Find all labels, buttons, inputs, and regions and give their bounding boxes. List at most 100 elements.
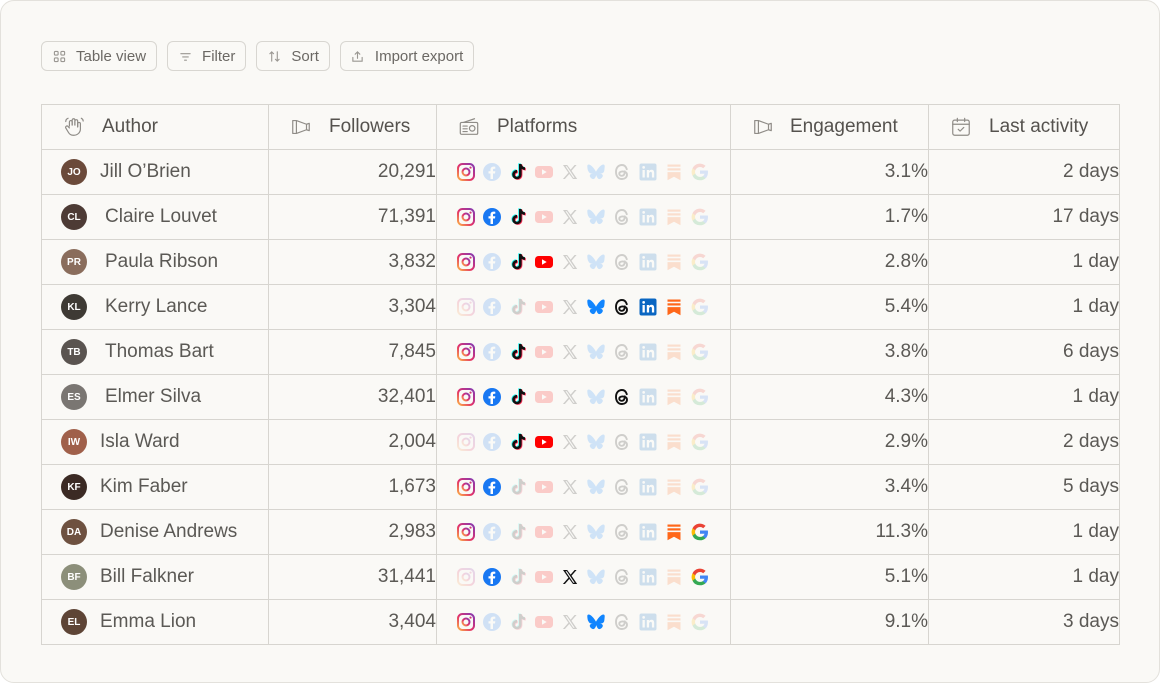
avatar: CL: [61, 204, 87, 230]
instagram-icon[interactable]: [455, 341, 477, 363]
facebook-icon[interactable]: [481, 476, 503, 498]
table-row[interactable]: ES Elmer Silva 32,401 4.3% 1 day: [41, 374, 1120, 420]
author-cell: CL Claire Louvet: [41, 194, 269, 240]
google-icon[interactable]: [689, 566, 711, 588]
author-cell: ES Elmer Silva: [41, 374, 269, 420]
x-icon: [559, 386, 581, 408]
author-name: Isla Ward: [100, 431, 180, 452]
column-header-engagement[interactable]: Engagement: [730, 104, 929, 150]
threads-icon[interactable]: [611, 296, 633, 318]
linkedin-icon: [637, 566, 659, 588]
tiktok-icon[interactable]: [507, 341, 529, 363]
table-row[interactable]: IW Isla Ward 2,004 2.9% 2 days: [41, 419, 1120, 465]
instagram-icon[interactable]: [455, 251, 477, 273]
google-icon[interactable]: [689, 521, 711, 543]
column-header-platforms[interactable]: Platforms: [436, 104, 731, 150]
platforms-cell: [436, 329, 731, 375]
substack-icon[interactable]: [663, 296, 685, 318]
tiktok-icon[interactable]: [507, 206, 529, 228]
toolbar: Table view Filter Sort Import export: [41, 41, 475, 71]
bluesky-icon: [585, 521, 607, 543]
instagram-icon[interactable]: [455, 386, 477, 408]
facebook-icon[interactable]: [481, 566, 503, 588]
platforms-cell: [436, 464, 731, 510]
tiktok-icon[interactable]: [507, 251, 529, 273]
youtube-icon[interactable]: [533, 251, 555, 273]
table-row[interactable]: CL Claire Louvet 71,391 1.7% 17 days: [41, 194, 1120, 240]
column-header-last-activity[interactable]: Last activity: [928, 104, 1120, 150]
table-row[interactable]: BF Bill Falkner 31,441 5.1% 1 day: [41, 554, 1120, 600]
instagram-icon[interactable]: [455, 206, 477, 228]
linkedin-icon: [637, 611, 659, 633]
table-row[interactable]: DA Denise Andrews 2,983 11.3% 1 day: [41, 509, 1120, 555]
table-view-button[interactable]: Table view: [41, 41, 158, 71]
x-icon: [559, 161, 581, 183]
facebook-icon: [481, 161, 503, 183]
table-row[interactable]: PR Paula Ribson 3,832 2.8% 1 day: [41, 239, 1120, 285]
last-activity-cell: 3 days: [928, 599, 1120, 645]
substack-icon: [663, 476, 685, 498]
linkedin-icon: [637, 161, 659, 183]
facebook-icon: [481, 431, 503, 453]
google-icon: [689, 386, 711, 408]
instagram-icon[interactable]: [455, 611, 477, 633]
grid-icon: [52, 49, 66, 63]
table-row[interactable]: KF Kim Faber 1,673 3.4% 5 days: [41, 464, 1120, 510]
instagram-icon[interactable]: [455, 476, 477, 498]
bluesky-icon[interactable]: [585, 296, 607, 318]
followers-cell: 31,441: [268, 554, 437, 600]
table-row[interactable]: EL Emma Lion 3,404 9.1% 3 days: [41, 599, 1120, 645]
tiktok-icon: [507, 521, 529, 543]
sort-button[interactable]: Sort: [256, 41, 330, 71]
filter-button[interactable]: Filter: [167, 41, 247, 71]
author-cell: EL Emma Lion: [41, 599, 269, 645]
linkedin-icon: [637, 521, 659, 543]
facebook-icon[interactable]: [481, 206, 503, 228]
followers-cell: 1,673: [268, 464, 437, 510]
import-export-button[interactable]: Import export: [339, 41, 475, 71]
radio-icon: [458, 116, 480, 138]
column-header-followers[interactable]: Followers: [268, 104, 437, 150]
table-view-label: Table view: [76, 47, 147, 65]
instagram-icon[interactable]: [455, 521, 477, 543]
column-header-author[interactable]: Author: [41, 104, 269, 150]
google-icon: [689, 206, 711, 228]
followers-cell: 32,401: [268, 374, 437, 420]
x-icon: [559, 611, 581, 633]
bluesky-icon: [585, 341, 607, 363]
facebook-icon[interactable]: [481, 386, 503, 408]
threads-icon: [611, 161, 633, 183]
google-icon: [689, 251, 711, 273]
google-icon: [689, 476, 711, 498]
facebook-icon: [481, 341, 503, 363]
instagram-icon[interactable]: [455, 161, 477, 183]
last-activity-cell: 6 days: [928, 329, 1120, 375]
engagement-cell: 2.8%: [730, 239, 929, 285]
tiktok-icon[interactable]: [507, 431, 529, 453]
author-name: Paula Ribson: [105, 251, 219, 272]
avatar: BF: [61, 564, 87, 590]
bluesky-icon: [585, 566, 607, 588]
threads-icon: [611, 566, 633, 588]
google-icon: [689, 431, 711, 453]
avatar: KL: [61, 294, 87, 320]
import-export-label: Import export: [374, 47, 464, 65]
threads-icon[interactable]: [611, 386, 633, 408]
bluesky-icon[interactable]: [585, 611, 607, 633]
substack-icon: [663, 161, 685, 183]
platforms-cell: [436, 509, 731, 555]
tiktok-icon[interactable]: [507, 161, 529, 183]
table-row[interactable]: KL Kerry Lance 3,304 5.4% 1 day: [41, 284, 1120, 330]
table-row[interactable]: TB Thomas Bart 7,845 3.8% 6 days: [41, 329, 1120, 375]
table-row[interactable]: JO Jill O’Brien 20,291 3.1% 2 days: [41, 149, 1120, 195]
youtube-icon[interactable]: [533, 431, 555, 453]
substack-icon[interactable]: [663, 521, 685, 543]
engagement-cell: 3.1%: [730, 149, 929, 195]
followers-cell: 2,983: [268, 509, 437, 555]
x-icon[interactable]: [559, 566, 581, 588]
linkedin-icon[interactable]: [637, 296, 659, 318]
engagement-cell: 9.1%: [730, 599, 929, 645]
tiktok-icon[interactable]: [507, 386, 529, 408]
linkedin-icon: [637, 386, 659, 408]
instagram-icon: [455, 296, 477, 318]
